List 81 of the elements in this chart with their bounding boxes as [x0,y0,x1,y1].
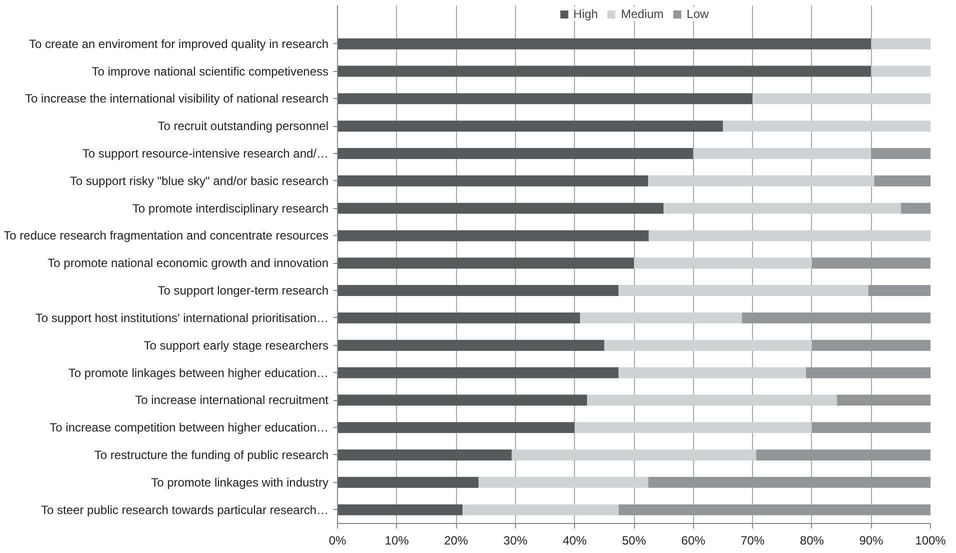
bar [587,394,837,406]
x-tick-label: 20% [444,534,468,548]
bar [338,230,649,242]
bar [338,175,648,186]
bar [871,148,930,159]
y-tick-label: To promote linkages with industry [151,475,329,490]
y-tick-label: To promote national economic growth and innovation [48,256,329,270]
bar [874,175,930,186]
x-tick-label: 30% [503,534,528,548]
bar [871,66,930,77]
bar [338,504,463,516]
bar [338,450,512,460]
y-tick-label: To restructure the funding of public research [94,448,329,462]
bar [742,312,930,324]
x-tick-label: 10% [384,534,410,548]
x-tick-label: 40% [562,534,588,548]
y-tick-label: To support risky "blue sky" and/or basic research [70,174,329,188]
bar [722,120,930,132]
bar [648,230,930,242]
y-tick-label: To increase competition between higher education… [50,420,329,435]
bar [338,38,872,50]
bar [338,340,604,351]
bar [648,476,930,488]
x-tick-label: 90% [859,534,884,548]
bar [604,340,812,351]
bar [338,476,479,488]
legend-label: Medium [620,7,664,21]
bar [338,394,588,406]
bar [648,175,874,186]
bar [693,148,872,159]
y-tick-label: To promote interdisciplinary research [132,201,329,216]
legend-label: High [573,7,598,21]
bar [338,66,872,77]
bar [664,202,901,214]
bar [338,120,723,132]
bar [462,504,619,516]
x-tick-label: 60% [681,534,706,548]
y-tick-label: To promote linkages between higher education… [68,366,329,380]
bar [618,367,806,378]
bar [478,476,648,488]
bar [812,422,930,434]
bar [900,202,930,214]
bar [756,450,930,460]
y-tick-label: To create an enviroment for improved quality in research [29,36,329,51]
bar [338,202,664,214]
bar [338,422,575,434]
bar [806,367,930,378]
y-tick-label: To recruit outstanding personnel [158,119,329,134]
bar [338,258,634,269]
y-tick-label: To support longer-term research [158,284,329,298]
y-tick-label: To steer public research towards particular research… [41,502,329,517]
bar [752,93,930,104]
y-tick-label: To support resource-intensive research and/… [82,146,328,160]
bar [338,312,580,324]
y-tick-label: To support host institutions' international prioritisation… [35,310,328,325]
bar [871,38,930,50]
bar [634,258,812,269]
bar [836,394,930,406]
x-tick-label: 0% [328,534,346,548]
bar [580,312,742,324]
x-tick-label: 100% [915,534,946,548]
bar [338,93,753,104]
legend-label: Low [686,7,709,21]
bar [618,285,868,296]
y-tick-label: To support early stage researchers [144,338,329,352]
x-tick-label: 50% [622,534,646,548]
bar [618,504,930,516]
bar [812,340,930,351]
bar [812,258,930,269]
bar [338,148,694,159]
bar [868,285,930,296]
y-tick-label: To increase international recruitment [135,393,330,408]
y-tick-label: To reduce research fragmentation and concentrate resources [4,228,329,243]
bar [574,422,812,434]
bar [338,285,619,296]
x-tick-label: 70% [740,534,765,548]
y-tick-label: To increase the international visibility of national research [25,92,328,106]
y-tick-label: To improve national scientific competiveness [92,64,329,78]
x-tick-label: 80% [800,534,824,548]
bar [338,367,619,378]
bar [512,450,756,460]
